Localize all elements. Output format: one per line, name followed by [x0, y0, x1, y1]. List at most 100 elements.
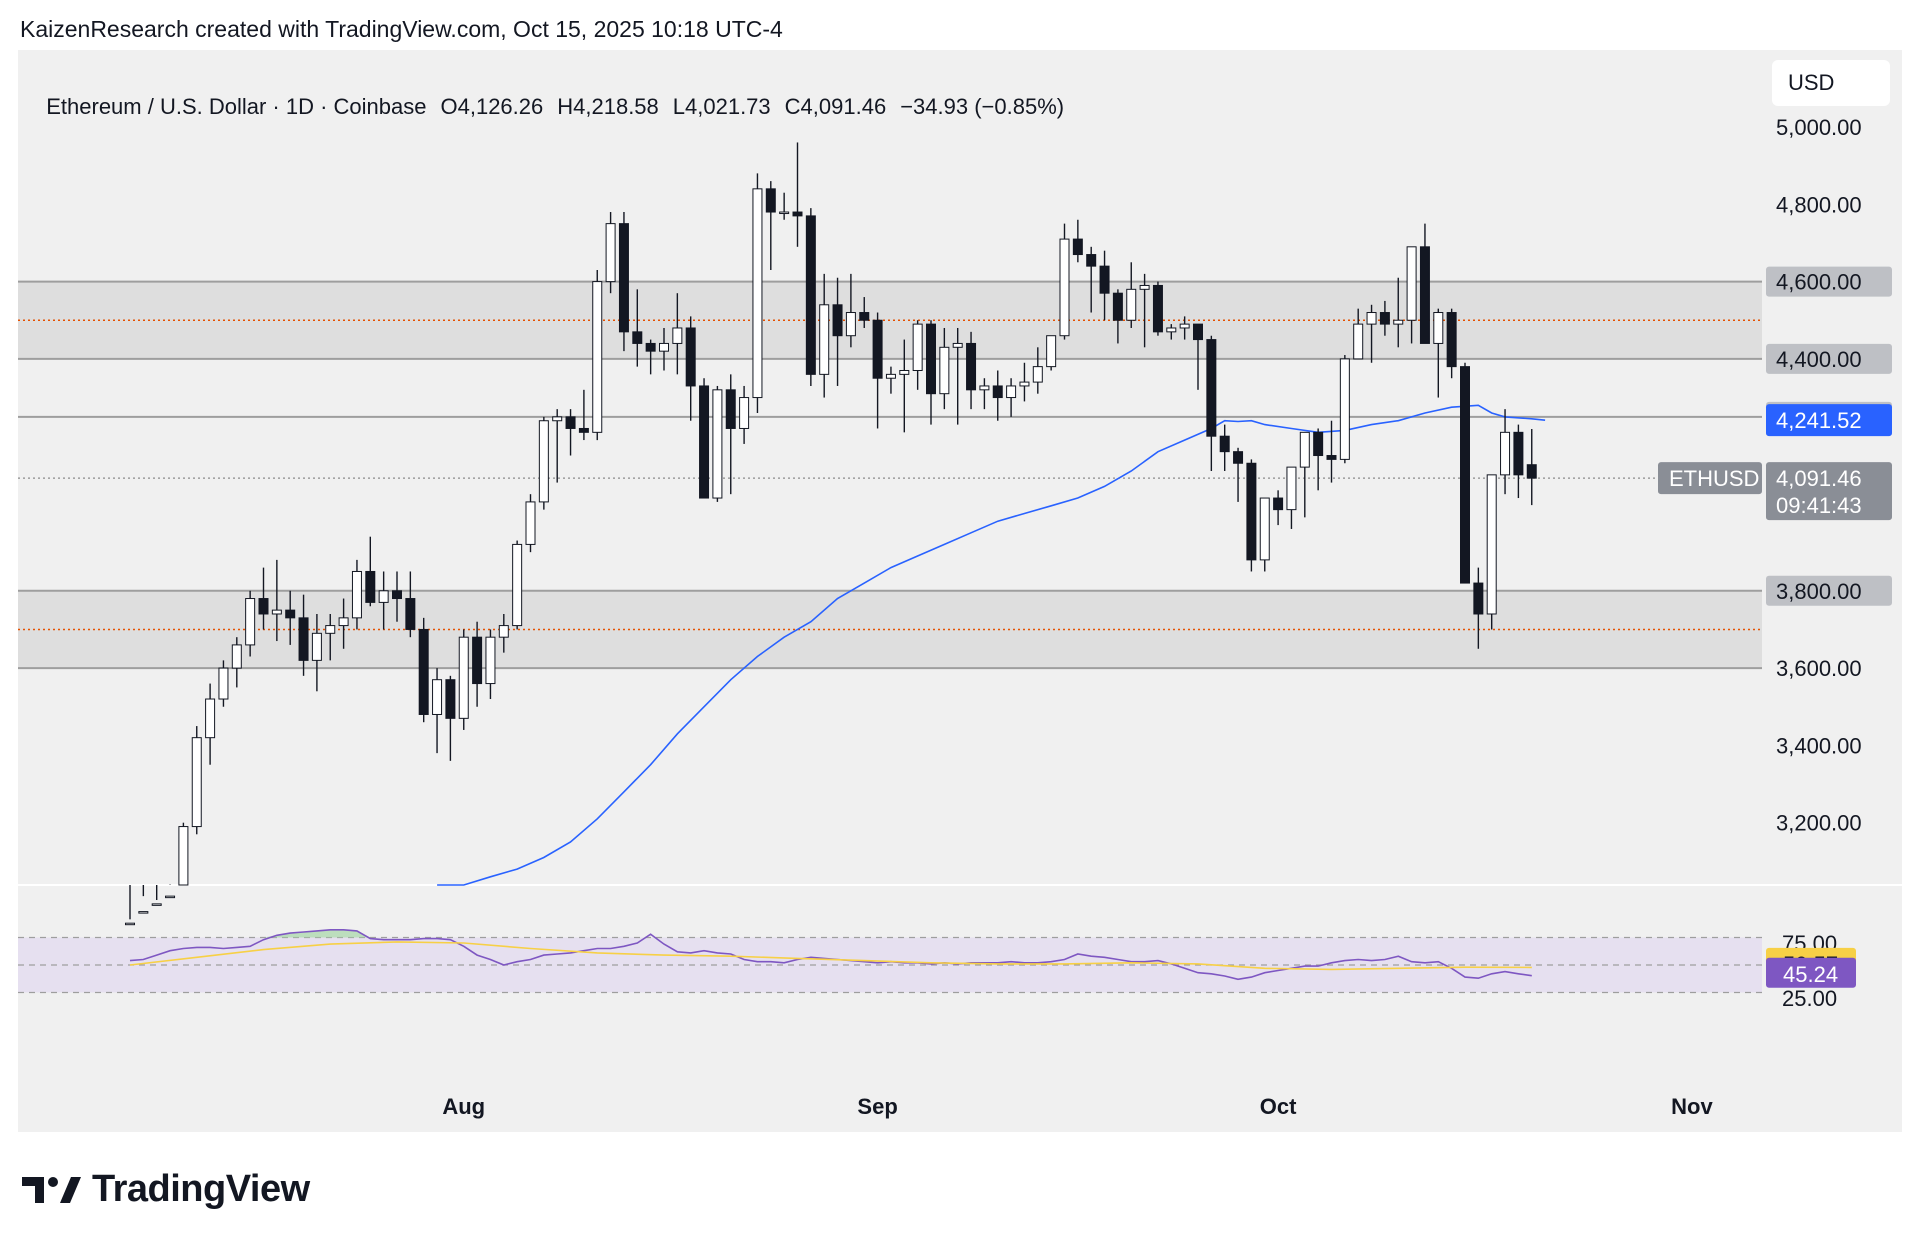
- candle: [565, 409, 576, 456]
- candle-body: [1339, 358, 1350, 460]
- candle-body: [966, 342, 977, 391]
- candle-body: [498, 625, 509, 638]
- candle-body: [899, 369, 910, 375]
- candle: [458, 629, 469, 730]
- candle: [498, 613, 509, 653]
- candle: [485, 629, 496, 700]
- candle: [578, 389, 589, 441]
- candle-body: [845, 312, 856, 337]
- candle-body: [1419, 246, 1430, 344]
- candle: [1406, 246, 1417, 344]
- candle-body: [1193, 323, 1203, 341]
- candle-body: [245, 598, 256, 646]
- candle-body: [1353, 323, 1364, 360]
- candle-body: [472, 636, 483, 685]
- candle-body: [805, 215, 816, 375]
- price-tick-label: 4,800.00: [1776, 192, 1862, 217]
- candle: [952, 327, 963, 425]
- candle-body: [1286, 466, 1297, 511]
- candle: [1099, 250, 1110, 321]
- candle: [445, 675, 456, 761]
- candle: [231, 637, 242, 688]
- candle-body: [1179, 323, 1190, 329]
- candle: [1339, 355, 1350, 464]
- sma-value-badge: [1766, 404, 1892, 437]
- candle-body: [512, 543, 523, 627]
- candle-body: [151, 903, 162, 906]
- candle: [1299, 431, 1310, 518]
- candle-body: [525, 501, 536, 545]
- candle-body: [1233, 451, 1244, 464]
- candle: [832, 277, 843, 386]
- candle-body: [138, 911, 149, 914]
- candle: [1246, 459, 1257, 572]
- candle: [405, 571, 416, 638]
- candle: [1086, 246, 1097, 313]
- candle-body: [578, 427, 589, 433]
- price-tick-badge: [1766, 343, 1892, 374]
- candle: [218, 660, 229, 707]
- candle-body: [645, 342, 656, 352]
- candle-body: [699, 385, 710, 499]
- candle: [659, 327, 669, 371]
- candle: [1313, 428, 1324, 491]
- candle-body: [218, 667, 229, 700]
- rsi-overbought-fill: [263, 929, 424, 938]
- candle: [739, 385, 750, 444]
- candle-body: [258, 598, 269, 615]
- candle-body: [298, 617, 309, 661]
- legend-close: C4,091.46: [784, 94, 887, 119]
- candle-body: [1299, 431, 1310, 468]
- candle: [418, 617, 429, 723]
- candle: [271, 559, 282, 642]
- candle-body: [1326, 455, 1337, 460]
- candle-body: [939, 346, 950, 395]
- candle-body: [231, 644, 242, 669]
- candle: [618, 212, 629, 352]
- candle-body: [1206, 339, 1217, 437]
- legend-symbol[interactable]: Ethereum / U.S. Dollar · 1D · Coinbase: [46, 94, 427, 119]
- candle-body: [1446, 312, 1457, 368]
- candle: [1326, 420, 1337, 483]
- candle: [899, 339, 910, 433]
- candle-body: [552, 416, 563, 422]
- candle-body: [1046, 335, 1057, 368]
- candle: [151, 885, 162, 906]
- price-tick-label: 3,600.00: [1776, 656, 1862, 681]
- candle: [392, 571, 402, 622]
- candle: [432, 668, 443, 754]
- candle: [752, 173, 763, 414]
- candle-body: [1513, 431, 1524, 476]
- current-price-badge: [1766, 462, 1892, 521]
- candle: [725, 374, 736, 495]
- candle: [605, 212, 616, 294]
- candle-body: [1406, 246, 1417, 321]
- candle: [285, 590, 296, 645]
- candle-body: [712, 389, 723, 499]
- candles-layer: [125, 142, 1537, 926]
- candle-body: [1086, 254, 1097, 267]
- candle: [1286, 466, 1297, 529]
- candle: [1446, 308, 1457, 379]
- tradingview-logo[interactable]: TradingView: [22, 1168, 310, 1211]
- candle-body: [165, 895, 176, 899]
- candle-body: [912, 323, 923, 371]
- sma-value-label: 4,241.52: [1776, 408, 1862, 433]
- candle: [298, 594, 309, 676]
- currency-selector[interactable]: USD: [1772, 60, 1890, 106]
- chart-attribution: KaizenResearch created with TradingView.…: [20, 16, 783, 42]
- candle-body: [685, 327, 696, 387]
- candle: [1433, 308, 1444, 398]
- candle-body: [178, 826, 189, 886]
- ohlc-legend: Ethereum / U.S. Dollar · 1D · Coinbase O4…: [34, 68, 1078, 120]
- time-label-sep: Sep: [857, 1094, 897, 1119]
- candle-body: [351, 570, 362, 619]
- candle: [765, 181, 776, 271]
- candle: [939, 327, 950, 410]
- candle-body: [1486, 474, 1497, 615]
- candle-body: [538, 420, 549, 503]
- candle: [1152, 281, 1163, 336]
- candle-body: [338, 617, 349, 627]
- candle: [351, 559, 362, 630]
